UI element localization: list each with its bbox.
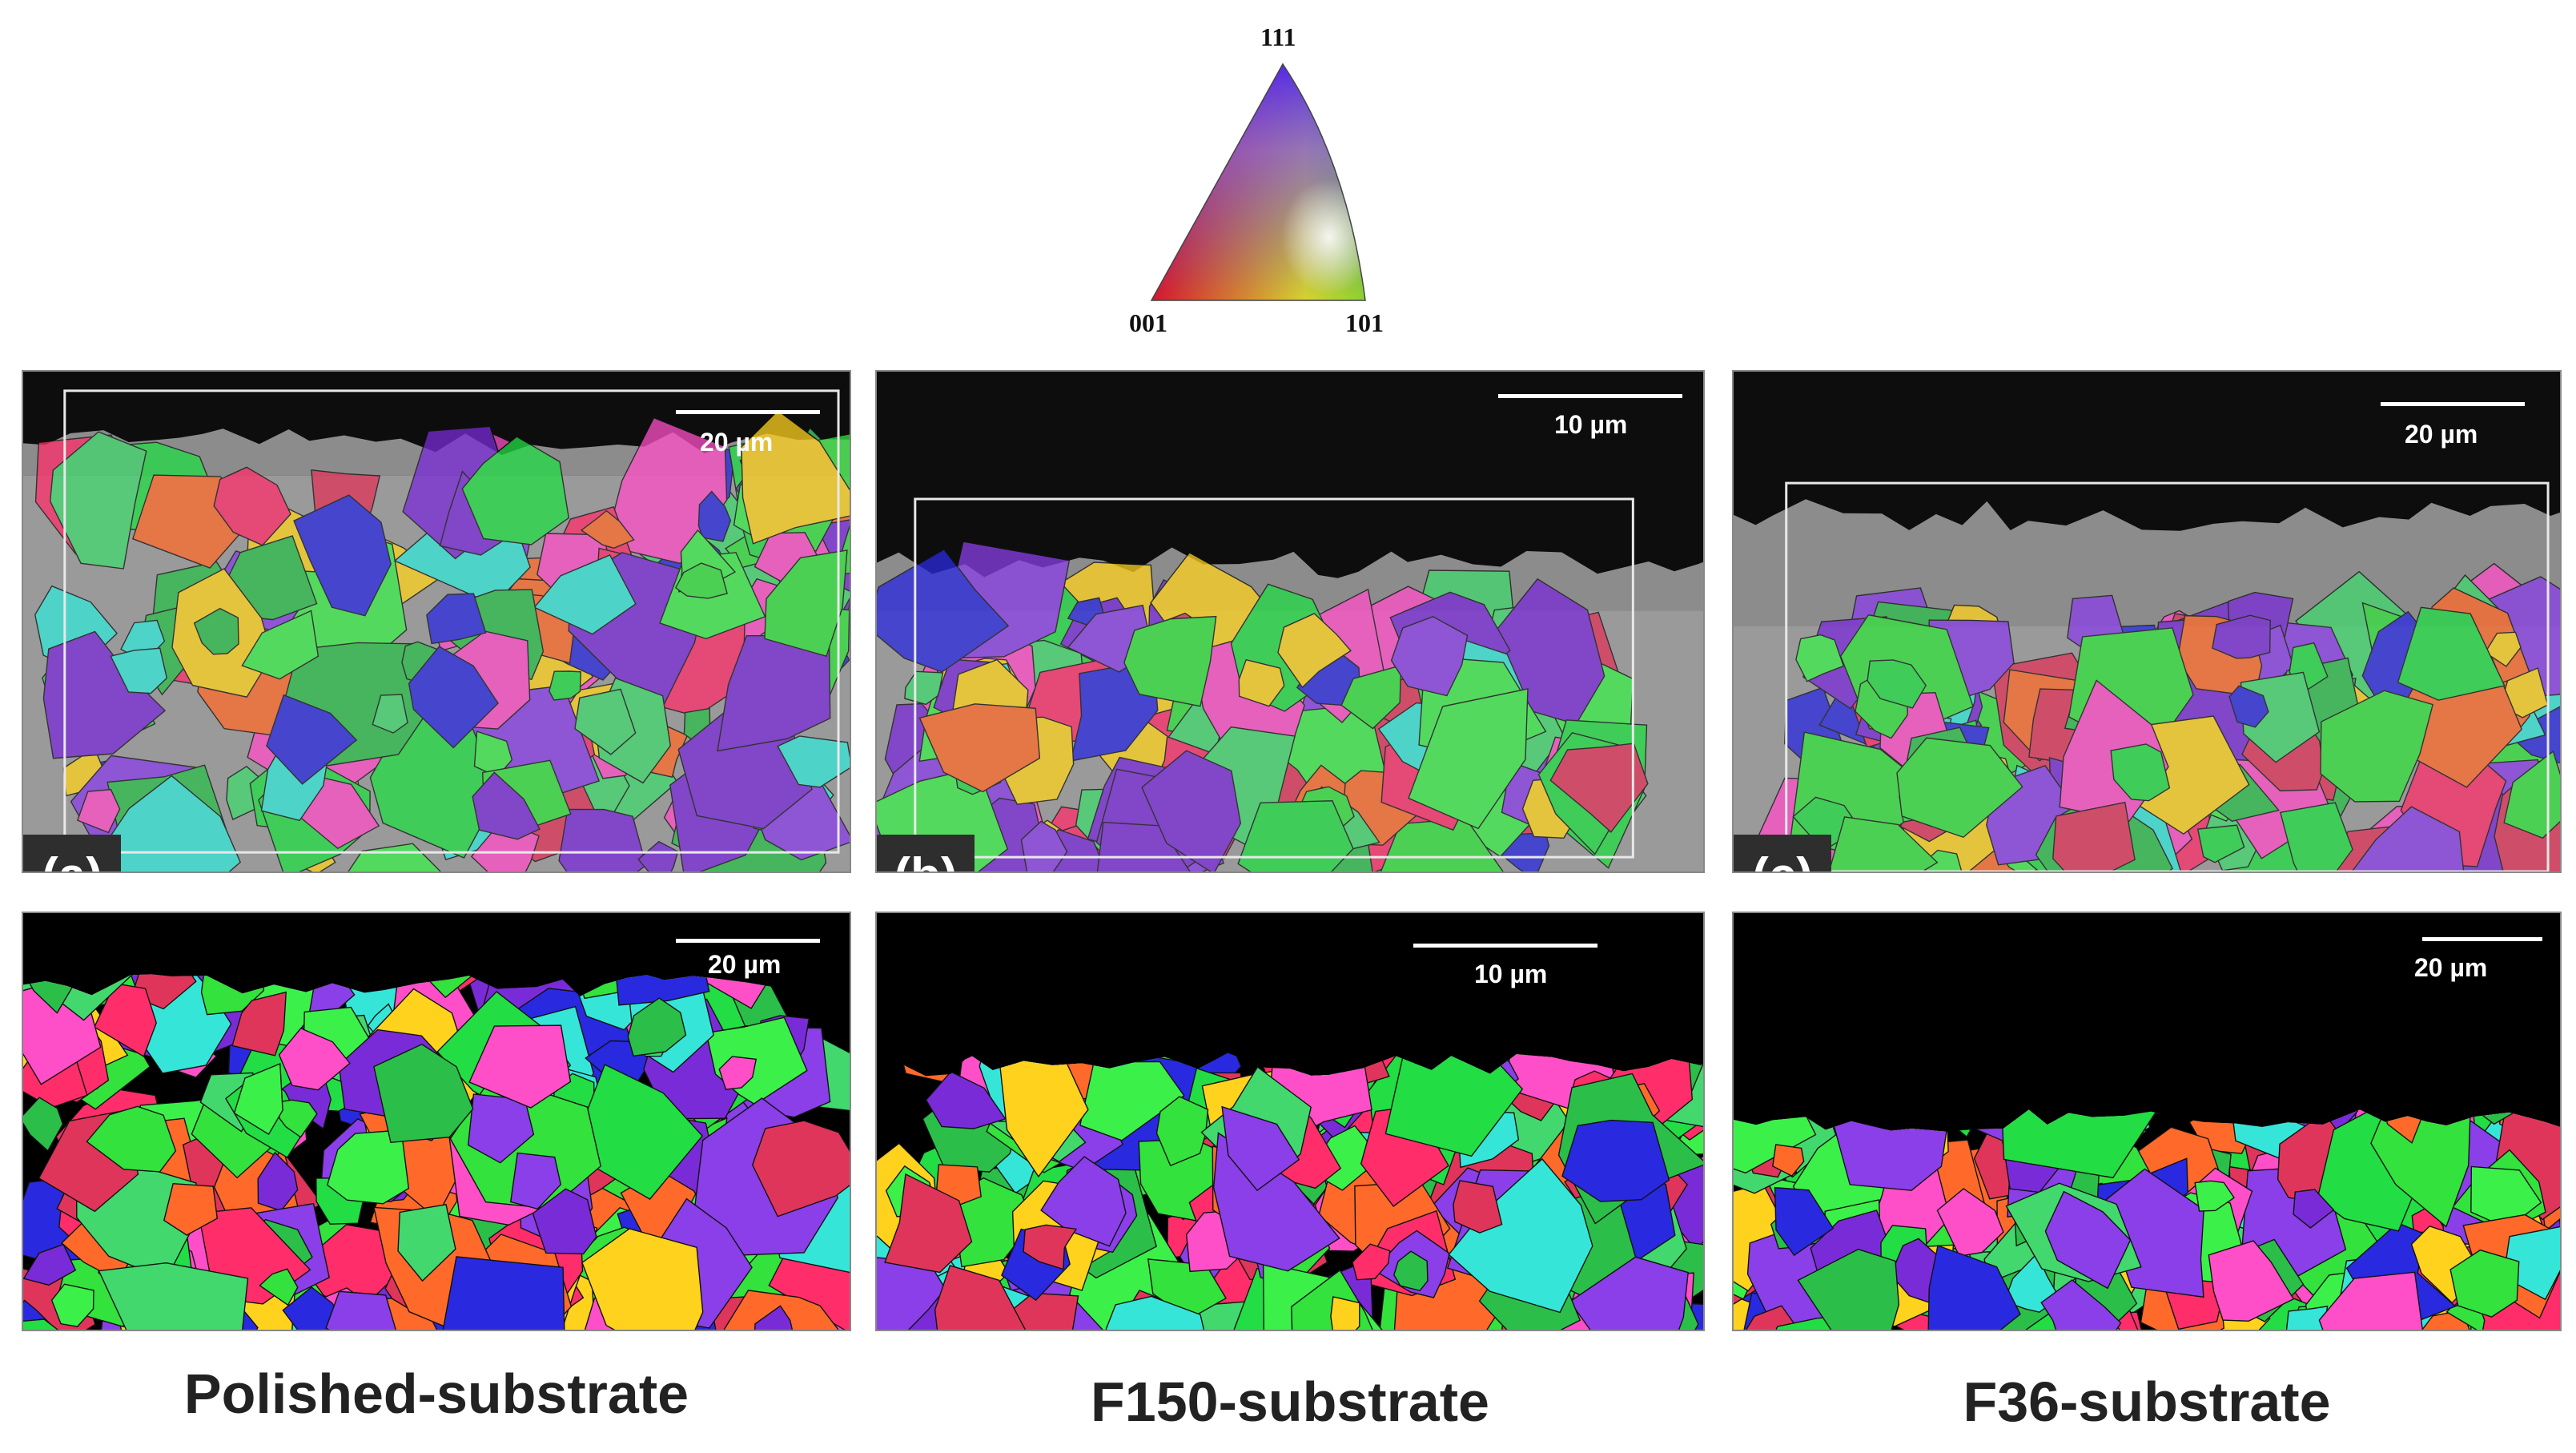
panel-b-sem-image: 10 µm (b) [875, 370, 1705, 873]
panel-b-ebsd-scale-bar [1413, 944, 1597, 948]
panel-c-ebsd-scale-label: 20 µm [2414, 953, 2488, 982]
panel-b-ebsd-map: 10 µm [875, 912, 1705, 1331]
panel-a-caption: Polished-substrate [183, 1362, 689, 1425]
ipf-label-101: 101 [1345, 308, 1384, 337]
panel-c-caption: F36-substrate [1963, 1370, 2331, 1433]
panel-a-ebsd-scale-label: 20 µm [708, 950, 782, 979]
panel-b-ebsd-scale-label: 10 µm [1474, 960, 1548, 988]
panel-a-tag: (a) [23, 835, 121, 871]
panel-b-sem-scale-bar [1498, 394, 1682, 398]
panel-b-sem-scale-label: 10 µm [1554, 410, 1628, 439]
panel-c-ebsd-scale-bar [2422, 937, 2542, 941]
panel-c-sem-scale-label: 20 µm [2405, 420, 2478, 449]
ipf-color-key: 111 001 101 [1129, 16, 1473, 352]
panel-a-sem-image: 20 µm (a) [22, 370, 851, 873]
panel-a-ebsd-scale-bar [676, 939, 820, 943]
panel-c-ebsd-map: 20 µm [1732, 912, 2562, 1331]
panel-b-caption: F150-substrate [1091, 1370, 1489, 1433]
ipf-triangle [1150, 62, 1366, 301]
panel-a-sem-scale-bar [676, 410, 820, 414]
ipf-label-111: 111 [1260, 22, 1296, 51]
panel-b-tag: (b) [877, 835, 975, 871]
panel-c-tag: (c) [1734, 835, 1831, 871]
panel-c-sem-scale-bar [2381, 402, 2525, 406]
ipf-label-001: 001 [1129, 308, 1167, 337]
panel-a-sem-scale-label: 20 µm [700, 428, 774, 457]
panel-c-sem-image: 20 µm (c) [1732, 370, 2562, 873]
panel-a-ebsd-map: 20 µm [22, 912, 851, 1331]
